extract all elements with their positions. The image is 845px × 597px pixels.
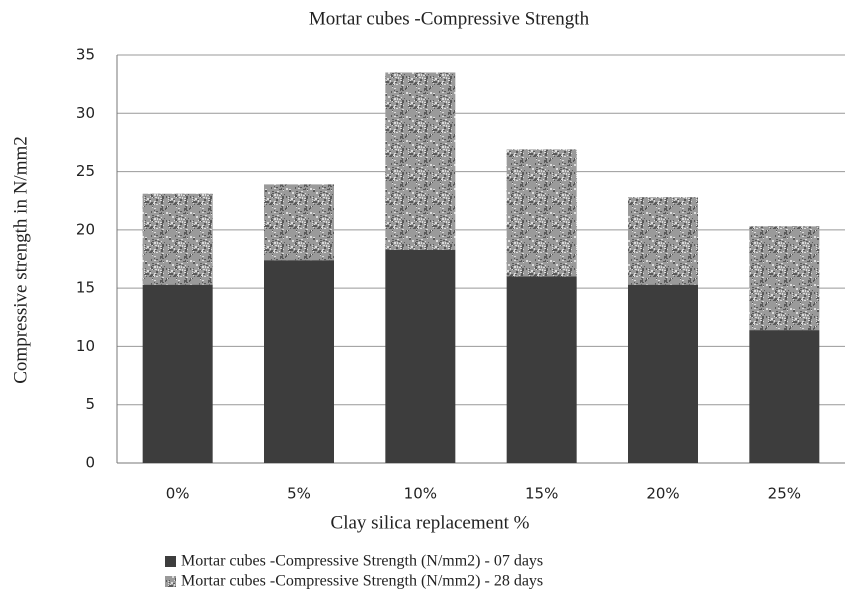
bar-segment: [385, 249, 456, 463]
bar-segment: [628, 197, 698, 285]
y-tick-label: 15: [76, 279, 95, 297]
legend-label: Mortar cubes -Compressive Strength (N/mm…: [181, 553, 543, 570]
x-tick-label: 0%: [166, 485, 190, 503]
bar-segment: [749, 226, 820, 331]
y-tick-label: 20: [76, 220, 95, 238]
bar-segment: [264, 184, 334, 261]
bar-segment: [142, 193, 213, 285]
legend-label: Mortar cubes -Compressive Strength (N/mm…: [181, 573, 543, 590]
y-tick-label: 25: [76, 162, 95, 180]
x-tick-label: 25%: [768, 485, 801, 503]
y-axis-label: Compressive strength in N/mm2: [10, 136, 31, 384]
bar-segment: [749, 330, 820, 463]
bar-segment: [506, 149, 577, 277]
y-tick-label: 30: [76, 104, 95, 122]
y-tick-label: 10: [76, 337, 95, 355]
y-tick-label: 5: [85, 395, 95, 413]
legend-swatch: [165, 556, 176, 567]
bar-segment: [628, 284, 698, 463]
y-tick-label: 35: [76, 46, 95, 64]
bar-segment: [142, 284, 213, 463]
x-tick-label: 5%: [287, 485, 311, 503]
x-tick-label: 20%: [646, 485, 679, 503]
bar-segment: [264, 260, 334, 463]
bar-segment: [385, 72, 456, 250]
x-axis-label: Clay silica replacement %: [331, 512, 530, 533]
y-tick-label: 0: [85, 454, 95, 472]
legend-swatch: [165, 576, 176, 587]
x-tick-label: 10%: [404, 485, 437, 503]
bar-segment: [506, 276, 577, 463]
chart-title: Mortar cubes -Compressive Strength: [309, 8, 590, 29]
x-tick-label: 15%: [525, 485, 558, 503]
